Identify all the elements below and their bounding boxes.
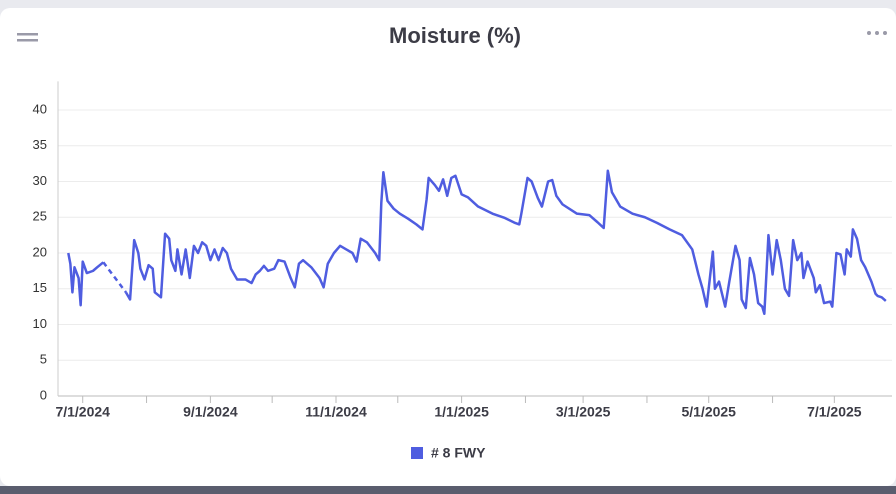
y-tick-label: 40 (33, 101, 47, 116)
x-tick-label: 11/1/2024 (305, 404, 367, 420)
y-tick-label: 10 (33, 316, 47, 331)
x-tick-label: 9/1/2024 (183, 404, 238, 420)
x-tick-label: 1/1/2025 (434, 404, 489, 420)
bottom-bar (0, 486, 896, 494)
card (0, 8, 896, 486)
y-tick-label: 0 (40, 387, 47, 402)
y-tick-label: 35 (33, 137, 47, 152)
legend-label: # 8 FWY (431, 445, 486, 461)
more-icon[interactable] (867, 31, 887, 35)
y-tick-label: 15 (33, 280, 47, 295)
gap-connector (102, 261, 127, 294)
x-tick-label: 7/1/2024 (55, 404, 110, 420)
legend-swatch (411, 447, 423, 459)
x-tick-label: 7/1/2025 (807, 404, 862, 420)
chart-title: Moisture (%) (389, 23, 521, 48)
series-line (124, 169, 887, 316)
y-tick-label: 5 (40, 352, 47, 367)
y-tick-label: 30 (33, 173, 47, 188)
menu-icon[interactable] (17, 33, 38, 42)
x-tick-label: 3/1/2025 (556, 404, 611, 420)
x-tick-label: 5/1/2025 (681, 404, 736, 420)
series-line (67, 252, 105, 307)
y-tick-label: 25 (33, 209, 47, 224)
y-tick-label: 20 (33, 244, 47, 259)
